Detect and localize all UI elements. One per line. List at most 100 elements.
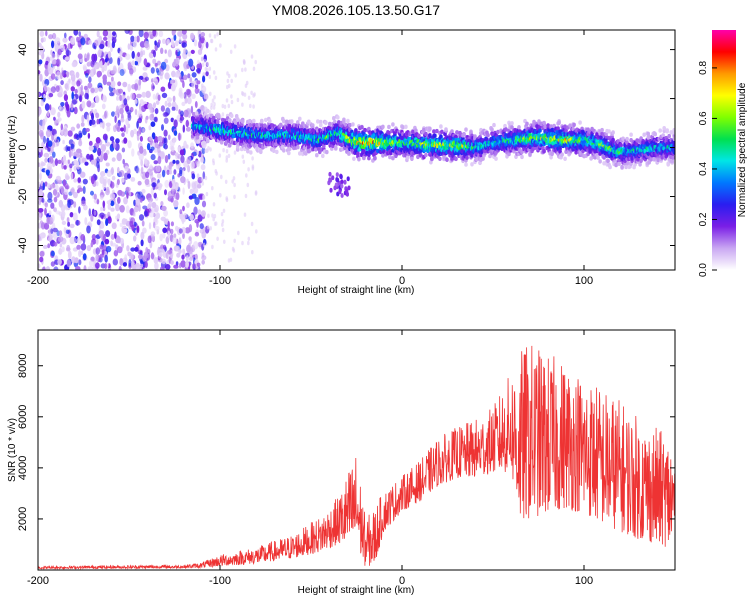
noise-cell xyxy=(119,258,124,266)
noise-cell xyxy=(47,243,51,249)
signal-cell xyxy=(268,119,272,124)
noise-cell xyxy=(226,84,229,90)
noise-cell xyxy=(130,217,136,224)
noise-cell xyxy=(120,118,125,123)
noise-cell xyxy=(200,210,206,218)
signal-cell xyxy=(233,120,238,125)
noise-cell xyxy=(130,247,136,252)
noise-cell xyxy=(187,165,191,173)
noise-cell xyxy=(166,97,172,103)
noise-cell xyxy=(96,118,100,125)
noise-cell xyxy=(111,242,117,247)
noise-cell xyxy=(227,258,231,263)
noise-cell xyxy=(112,258,119,266)
noise-cell xyxy=(134,60,138,66)
noise-cell xyxy=(142,149,147,156)
noise-cell xyxy=(150,231,156,237)
noise-cell xyxy=(38,129,44,137)
noise-cell xyxy=(119,94,123,102)
noise-cell xyxy=(138,30,144,38)
noise-cell xyxy=(54,37,61,44)
noise-cell xyxy=(182,74,188,81)
noise-cell xyxy=(38,189,43,197)
noise-cell xyxy=(241,102,244,107)
noise-cell xyxy=(179,167,183,175)
noise-cell xyxy=(165,236,170,245)
noise-cell xyxy=(46,183,51,189)
noise-cell xyxy=(233,150,237,155)
noise-cell xyxy=(63,227,66,233)
noise-cell xyxy=(221,219,225,224)
noise-cell xyxy=(251,156,254,161)
noise-cell xyxy=(43,83,48,92)
noise-cell xyxy=(160,201,164,207)
noise-cell xyxy=(137,249,143,255)
noise-cell xyxy=(128,191,132,197)
signal-cell xyxy=(444,127,448,132)
noise-cell xyxy=(227,103,231,109)
noise-cell xyxy=(160,248,165,254)
noise-cell xyxy=(175,50,178,56)
noise-cell xyxy=(225,155,229,160)
signal-cell xyxy=(504,127,508,132)
signal-cell xyxy=(470,162,474,167)
noise-cell xyxy=(186,89,192,98)
noise-cell xyxy=(162,232,166,239)
noise-cell xyxy=(194,253,198,261)
noise-cell xyxy=(42,244,48,249)
noise-cell xyxy=(241,154,245,159)
noise-cell xyxy=(171,84,176,92)
noise-cell xyxy=(152,58,157,64)
signal-cell xyxy=(435,128,439,134)
noise-cell xyxy=(233,182,236,188)
noise-cell xyxy=(81,100,86,109)
noise-cell xyxy=(201,200,207,208)
signal-cell xyxy=(450,129,454,134)
noise-cell xyxy=(103,63,108,72)
noise-cell xyxy=(173,264,179,269)
noise-cell xyxy=(138,103,142,111)
signal-cell xyxy=(572,122,576,128)
noise-cell xyxy=(80,122,85,127)
noise-cell xyxy=(148,211,155,218)
noise-cell xyxy=(197,209,202,216)
noise-cell xyxy=(128,259,132,267)
signal-cell xyxy=(440,129,444,134)
noise-cell xyxy=(213,102,216,107)
noise-cell xyxy=(214,75,218,81)
noise-cell xyxy=(47,147,51,152)
noise-cell xyxy=(48,236,52,242)
noise-cell xyxy=(70,126,76,132)
noise-cell xyxy=(164,264,171,270)
noise-cell xyxy=(90,119,96,125)
signal-cell xyxy=(475,157,479,162)
noise-cell xyxy=(153,116,158,122)
noise-cell xyxy=(154,225,160,232)
noise-cell xyxy=(221,227,225,233)
noise-cell xyxy=(188,195,194,200)
noise-cell xyxy=(38,70,41,75)
noise-cell xyxy=(78,139,83,147)
signal-cell xyxy=(288,146,292,151)
noise-cell xyxy=(200,110,204,115)
noise-cell xyxy=(138,109,143,117)
noise-cell xyxy=(44,103,50,111)
noise-cell xyxy=(157,39,161,45)
noise-cell xyxy=(63,94,68,102)
noise-cell xyxy=(241,240,244,246)
noise-cell xyxy=(212,105,216,110)
noise-cell xyxy=(203,40,207,45)
noise-cell xyxy=(99,43,105,50)
noise-cell xyxy=(209,226,212,231)
noise-cell xyxy=(80,243,87,251)
noise-cell xyxy=(203,58,207,64)
noise-cell xyxy=(211,98,215,103)
noise-cell xyxy=(98,230,105,238)
noise-cell xyxy=(174,40,179,47)
noise-cell xyxy=(165,251,169,260)
noise-cell xyxy=(105,122,111,127)
noise-cell xyxy=(83,265,87,270)
noise-cell xyxy=(69,163,73,169)
noise-cell xyxy=(76,123,81,129)
noise-cell xyxy=(202,195,206,200)
